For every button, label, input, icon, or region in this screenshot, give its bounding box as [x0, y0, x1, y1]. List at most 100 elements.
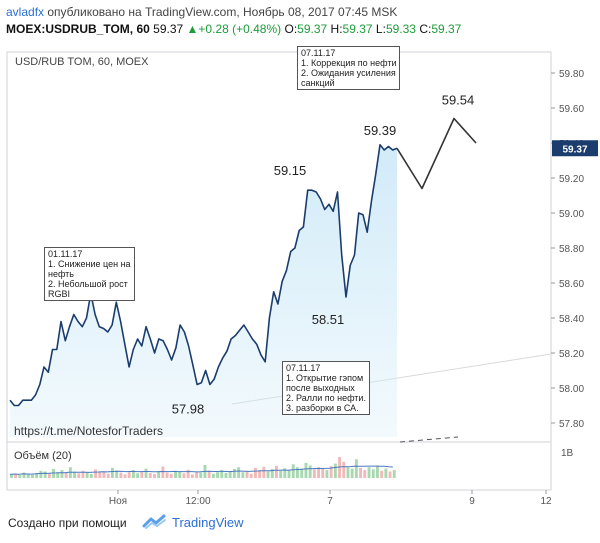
high-value: 59.37: [342, 22, 373, 36]
volume-bar: [283, 468, 287, 478]
forecast-line[interactable]: [396, 117, 477, 190]
volume-bar: [199, 472, 203, 478]
volume-bar: [102, 471, 106, 478]
volume-bar: [10, 474, 13, 478]
volume-bar: [89, 474, 93, 478]
volume-bar: [249, 473, 253, 478]
price-label: 57.98: [172, 402, 205, 417]
price-line[interactable]: [9, 144, 398, 407]
volume-bar: [39, 470, 43, 478]
publish-info: avladfx опубликовано на TradingView.com,…: [6, 5, 397, 19]
low-label: L:: [375, 22, 386, 36]
volume-bar: [94, 469, 97, 478]
volume-bar: [220, 470, 224, 478]
volume-bar: [43, 471, 47, 478]
volume-bar: [342, 461, 346, 478]
annotation-note[interactable]: 01.11.17 1. Снижение цен на нефть 2. Неб…: [44, 247, 135, 301]
volume-bar: [182, 473, 186, 478]
volume-bar: [359, 467, 362, 478]
volume-bar: [140, 471, 144, 478]
volume-bar: [35, 473, 39, 478]
y-tick-label: 57.80: [559, 419, 584, 430]
volume-bar: [367, 467, 371, 478]
volume-bar: [346, 467, 350, 478]
volume-bar: [312, 469, 316, 478]
open-value: 59.37: [297, 22, 328, 36]
volume-bar: [287, 470, 291, 478]
volume-bar: [262, 466, 266, 478]
volume-bar: [123, 474, 127, 478]
volume-bar: [56, 472, 60, 478]
volume-bar: [115, 470, 119, 478]
volume-bar: [291, 464, 295, 478]
volume-bar: [333, 463, 337, 478]
publish-text: опубликовано на TradingView.com, Ноябрь …: [47, 5, 398, 19]
volume-bar: [186, 469, 190, 478]
close-value: 59.37: [431, 22, 462, 36]
y-tick-label: 59.00: [559, 209, 584, 220]
volume-bar: [132, 470, 135, 478]
volume-bar: [77, 473, 81, 478]
volume-axis-label: 1B: [561, 448, 574, 459]
volume-bar: [47, 473, 51, 478]
y-tick-label: 59.20: [559, 174, 584, 185]
volume-bar: [371, 469, 375, 478]
volume-bar: [81, 470, 85, 478]
y-tick-label: 58.80: [559, 244, 584, 255]
tradingview-link[interactable]: TradingView: [172, 515, 244, 530]
volume-bar: [266, 471, 270, 478]
volume-bar: [308, 465, 312, 478]
annotation-note[interactable]: 07.11.17 1. Коррекция по нефти 2. Ожидан…: [297, 46, 401, 90]
volume-bar: [329, 466, 333, 478]
x-tick-label: 9: [469, 496, 475, 507]
volume-bar: [363, 470, 367, 478]
volume-bar: [165, 472, 169, 478]
volume-bar: [321, 467, 325, 478]
volume-ma-line: [9, 465, 393, 475]
watermark-text: https://t.me/NotesforTraders: [14, 424, 163, 438]
volume-bar: [296, 467, 299, 478]
volume-bar: [111, 467, 114, 478]
dashed-trend-line: [399, 436, 459, 443]
chart-title: USD/RUB TOM, 60, MOEX: [15, 56, 149, 68]
volume-bar: [26, 474, 30, 478]
volume-bar: [31, 474, 34, 478]
volume-bar: [384, 468, 388, 478]
annotation-note[interactable]: 07.11.17 1. Открытие гэпом после выходны…: [282, 361, 370, 415]
y-tick-label: 58.20: [559, 349, 584, 360]
volume-bar: [169, 473, 173, 478]
volume-bar: [144, 468, 148, 478]
volume-bar: [258, 470, 262, 478]
volume-bar: [254, 467, 257, 478]
volume-label: Объём (20): [14, 450, 72, 462]
volume-bar: [136, 473, 140, 478]
low-value: 59.33: [385, 22, 416, 36]
volume-bar: [178, 471, 182, 478]
volume-bar: [73, 471, 76, 478]
volume-bar: [14, 473, 18, 478]
high-label: H:: [330, 22, 343, 36]
y-tick-label: 59.80: [559, 69, 584, 80]
volume-bar: [237, 467, 241, 478]
volume-bar: [174, 470, 177, 478]
volume-bar: [85, 472, 89, 478]
volume-bar: [338, 457, 341, 478]
author-link[interactable]: avladfx: [6, 5, 45, 19]
volume-bar: [207, 470, 211, 478]
volume-bar: [241, 472, 245, 478]
volume-bar: [350, 468, 354, 478]
volume-bar: [195, 471, 198, 478]
volume-bar: [279, 470, 283, 478]
volume-bar: [106, 473, 110, 478]
volume-bar: [275, 465, 278, 478]
volume-bar: [190, 474, 194, 478]
volume-bar: [376, 465, 379, 478]
y-tick-label: 58.40: [559, 314, 584, 325]
price-label: 59.54: [442, 93, 475, 108]
x-tick-label: 12: [540, 496, 552, 507]
volume-bar: [317, 467, 320, 478]
volume-bar: [211, 473, 215, 478]
volume-bar: [380, 470, 384, 478]
volume-bar: [300, 468, 304, 478]
open-label: O:: [284, 22, 298, 36]
